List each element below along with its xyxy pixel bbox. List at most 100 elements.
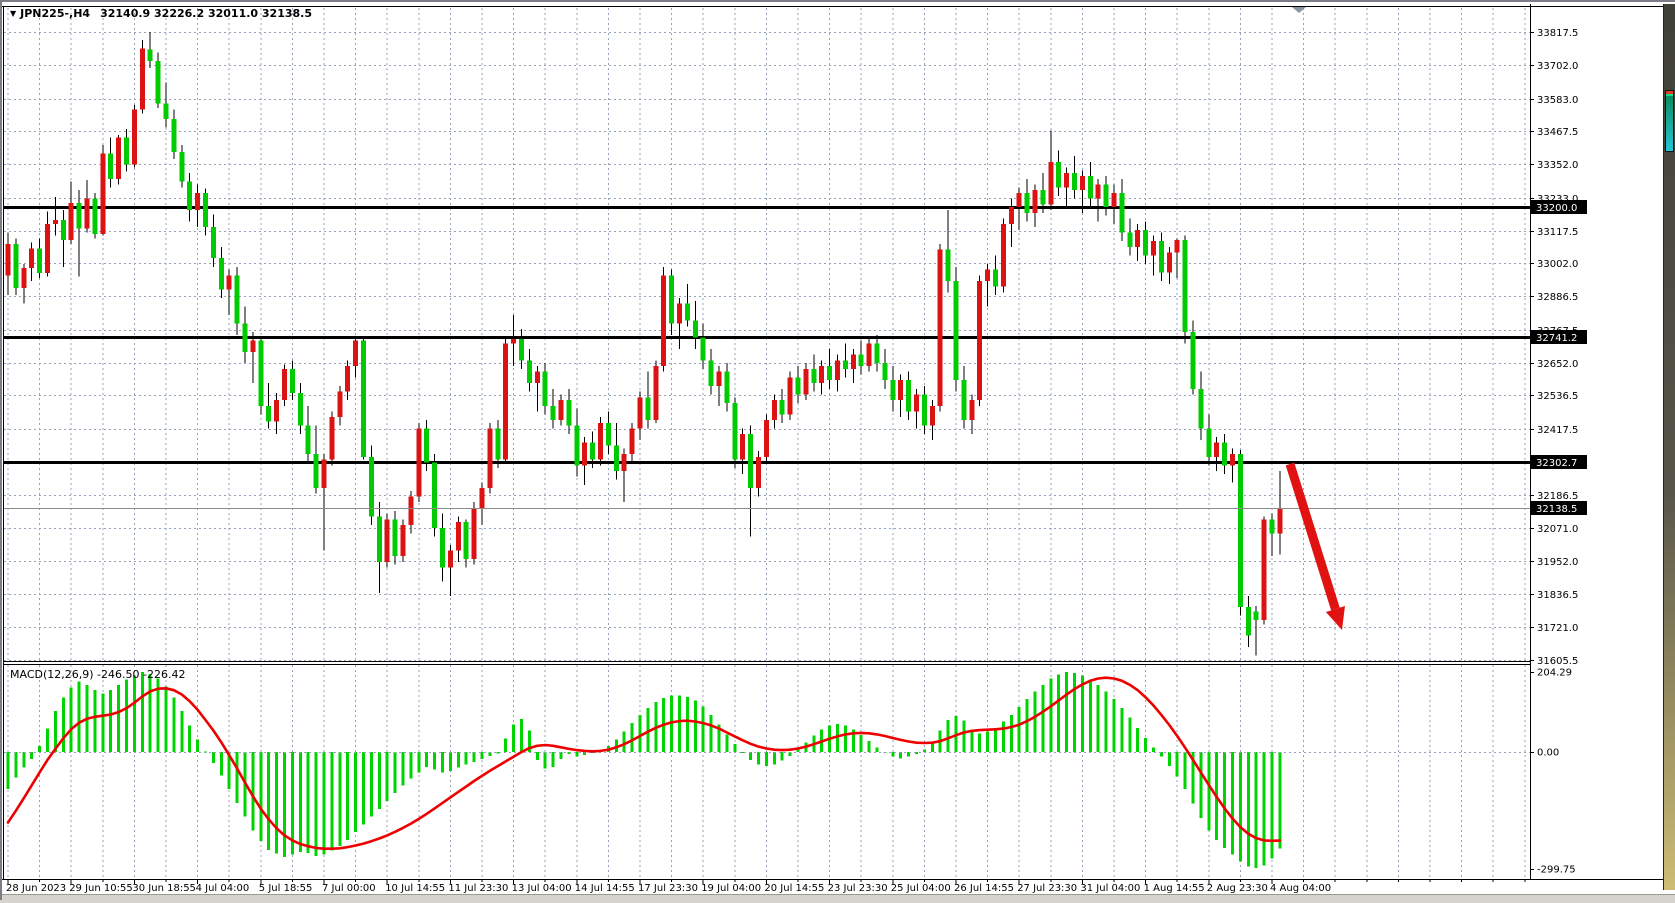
- candle-body: [1079, 175, 1085, 191]
- candle-body: [1166, 252, 1172, 273]
- candle-body: [408, 496, 414, 525]
- macd-histogram-bar: [583, 752, 587, 756]
- macd-histogram-bar: [962, 720, 966, 753]
- candle-body: [795, 377, 801, 395]
- candle-body: [1111, 192, 1117, 208]
- macd-histogram-bar: [1246, 752, 1250, 867]
- time-axis-label: 14 Jul 14:55: [575, 883, 635, 894]
- macd-histogram-bar: [109, 690, 113, 753]
- macd-histogram-bar: [180, 710, 184, 753]
- time-axis-label: 23 Jul 23:30: [828, 883, 888, 894]
- macd-histogram-bar: [188, 725, 192, 753]
- macd-histogram-bar: [678, 695, 681, 753]
- macd-histogram-bar: [377, 752, 381, 809]
- candle-body: [1261, 519, 1267, 620]
- candle-body: [447, 550, 453, 568]
- macd-histogram-bar: [267, 752, 271, 850]
- macd-histogram-bar: [851, 729, 855, 753]
- candle-body: [842, 360, 848, 369]
- candle-body: [534, 371, 540, 384]
- candle-body: [582, 442, 588, 466]
- price-level-badge-text: 32741.2: [1536, 333, 1577, 344]
- time-axis-label: 11 Jul 23:30: [448, 883, 508, 894]
- macd-histogram-bar: [369, 752, 373, 817]
- time-axis-label: 2 Aug 23:30: [1207, 883, 1268, 894]
- macd-histogram-bar: [709, 714, 713, 753]
- macd-histogram-bar: [417, 752, 421, 773]
- candle-body: [898, 380, 904, 401]
- candle-body: [708, 360, 714, 386]
- macd-histogram-bar: [891, 752, 895, 757]
- chart-title-bar[interactable]: ▼ JPN225-,H4 32140.9 32226.2 32011.0 32138…: [10, 7, 312, 20]
- candle-body: [827, 366, 833, 381]
- macd-histogram-bar: [1231, 752, 1234, 855]
- candle-body: [811, 368, 817, 384]
- candle-body: [1198, 388, 1204, 429]
- price-axis-label: 31605.5: [1537, 656, 1578, 667]
- macd-histogram-bar: [614, 739, 618, 753]
- candle-body: [1032, 190, 1038, 213]
- macd-histogram-bar: [646, 707, 650, 753]
- macd-histogram-bar: [1175, 752, 1179, 777]
- candle-body: [1072, 173, 1077, 191]
- symbol-period-label: JPN225-,H4: [20, 7, 91, 20]
- candle-body: [147, 49, 153, 62]
- macd-histogram-bar: [196, 739, 200, 753]
- candle-body: [1095, 184, 1101, 199]
- ohlc-values: 32140.9 32226.2 32011.0 32138.5: [100, 7, 312, 20]
- macd-histogram-bar: [836, 723, 839, 753]
- macd-histogram-bar: [915, 752, 918, 754]
- time-axis-label: 5 Jul 18:55: [259, 883, 313, 894]
- candle-body: [558, 400, 564, 420]
- symbol-dropdown-icon[interactable]: ▼: [10, 9, 17, 18]
- candle-body: [171, 119, 177, 152]
- price-axis-label: 32417.5: [1537, 425, 1578, 436]
- candle-body: [187, 181, 193, 211]
- candle-body: [1119, 192, 1125, 233]
- macd-histogram-bar: [994, 727, 997, 753]
- trend-arrow-head[interactable]: [1325, 606, 1345, 630]
- macd-histogram-bar: [1238, 752, 1242, 862]
- macd-histogram-bar: [53, 710, 57, 753]
- candle-body: [1000, 224, 1006, 287]
- candle-body: [914, 394, 919, 412]
- macd-histogram-bar: [425, 752, 429, 767]
- candle-body: [1245, 607, 1251, 636]
- trend-arrow-shaft[interactable]: [1285, 462, 1340, 611]
- time-axis-label: 27 Jul 23:30: [1017, 883, 1077, 894]
- macd-histogram-bar: [496, 752, 500, 754]
- macd-histogram-bar: [899, 752, 903, 759]
- candle-body: [1237, 454, 1243, 608]
- candle-body: [1064, 173, 1070, 188]
- macd-histogram-bar: [22, 752, 26, 768]
- candle-body: [479, 488, 485, 508]
- candle-body: [92, 198, 98, 235]
- time-axis-label: 1 Aug 14:55: [1144, 883, 1205, 894]
- macd-histogram-bar: [1025, 699, 1029, 753]
- chart-shift-marker-icon[interactable]: [1292, 7, 1306, 13]
- candle-body: [345, 366, 351, 392]
- price-level-badge-text: 32138.5: [1536, 504, 1577, 515]
- price-level-badge-text: 32302.7: [1536, 458, 1577, 469]
- candle-body: [353, 340, 359, 367]
- macd-histogram-bar: [559, 752, 563, 760]
- macd-histogram-bar: [875, 747, 879, 753]
- candle-body: [131, 109, 137, 165]
- macd-histogram-bar: [757, 752, 760, 765]
- macd-histogram-bar: [401, 752, 405, 786]
- price-axis-label: 32652.0: [1537, 359, 1578, 370]
- candle-body: [400, 524, 406, 557]
- candle-body: [1222, 442, 1228, 466]
- candle-body: [282, 368, 287, 401]
- candle-body: [210, 227, 216, 259]
- candle-body: [906, 380, 912, 412]
- macd-histogram-bar: [685, 696, 689, 753]
- macd-histogram-bar: [1009, 714, 1013, 753]
- candle-body: [1253, 611, 1259, 620]
- scrollbar-thumb[interactable]: [1665, 90, 1674, 152]
- candle-body: [471, 507, 477, 559]
- macd-histogram-bar: [843, 725, 847, 753]
- right-edge-scrollbar[interactable]: [1663, 4, 1675, 890]
